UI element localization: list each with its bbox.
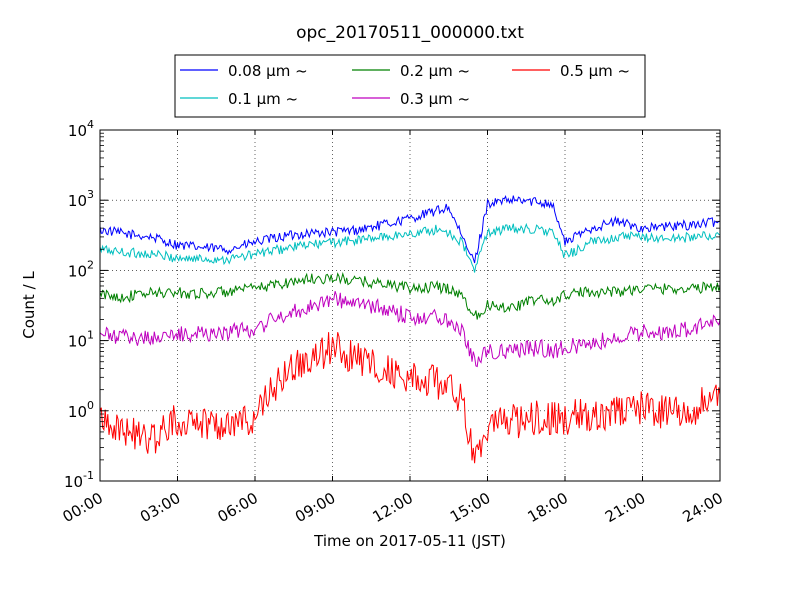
y-tick-label: 101 — [68, 329, 94, 351]
axis-ticks — [99, 129, 721, 482]
x-tick-label: 06:00 — [215, 489, 261, 526]
series-line-4 — [99, 291, 721, 368]
x-tick-label: 03:00 — [137, 489, 183, 526]
x-tick-label: 00:00 — [60, 489, 106, 526]
x-tick-label: 24:00 — [680, 489, 726, 526]
y-tick-label: 103 — [68, 188, 94, 210]
y-tick-label: 102 — [68, 258, 94, 280]
y-axis-label: Count / L — [20, 271, 38, 339]
series-layer — [99, 195, 721, 464]
y-tick-label: 104 — [68, 118, 94, 140]
series-line-1 — [99, 195, 721, 264]
x-tick-labels: 00:00 03:00 06:00 09:00 12:00 15:00 18:00 21:00… — [60, 489, 726, 526]
legend-label: 0.08 μm ~ — [228, 62, 308, 80]
x-tick-label: 09:00 — [292, 489, 338, 526]
legend-label: 0.2 μm ~ — [400, 62, 470, 80]
x-tick-label: 12:00 — [370, 489, 416, 526]
chart-title: opc_20170511_000000.txt — [296, 23, 524, 43]
y-tick-label: 100 — [68, 399, 94, 421]
legend: 0.08 μm ~ 0.1 μm ~ 0.2 μm ~ 0.3 μm ~ 0.5 μm … — [174, 54, 646, 118]
series-line-3 — [99, 271, 721, 320]
x-axis-label: Time on 2017-05-11 (JST) — [313, 532, 506, 550]
grid-lines — [100, 130, 720, 481]
y-tick-label: 10-1 — [64, 469, 94, 491]
legend-label: 0.1 μm ~ — [228, 90, 298, 108]
series-line-5 — [99, 332, 721, 464]
y-tick-labels: 10-1 100 101 102 103 104 — [64, 118, 94, 491]
series-line-2 — [99, 222, 721, 273]
legend-label: 0.5 μm ~ — [560, 62, 630, 80]
legend-label: 0.3 μm ~ — [400, 90, 470, 108]
x-tick-label: 18:00 — [525, 489, 571, 526]
legend-box — [174, 54, 646, 118]
x-tick-label: 21:00 — [602, 489, 648, 526]
x-tick-label: 15:00 — [447, 489, 493, 526]
